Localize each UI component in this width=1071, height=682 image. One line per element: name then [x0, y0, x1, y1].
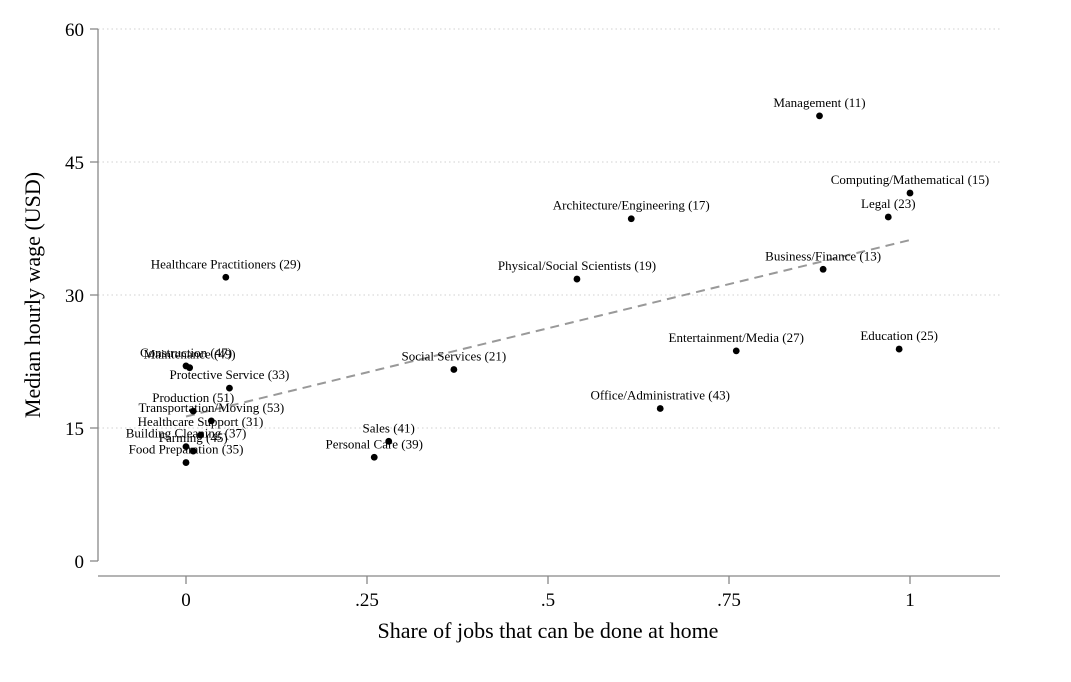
- fit-line-group: [185, 239, 911, 418]
- data-point-label: Personal Care (39): [326, 436, 423, 451]
- data-points: [182, 112, 914, 466]
- data-point: [819, 265, 827, 273]
- data-point: [182, 459, 190, 466]
- x-tick-label: .5: [541, 590, 555, 611]
- data-point-label: Business/Finance (13): [765, 248, 881, 263]
- x-tick-label: 1: [905, 590, 915, 611]
- x-tick-label: .25: [355, 590, 379, 611]
- data-point-label: Production (51): [152, 390, 234, 405]
- data-point-label: Management (11): [773, 95, 865, 110]
- data-point: [197, 431, 204, 439]
- data-point: [884, 213, 892, 221]
- y-tick-label: 15: [65, 419, 84, 440]
- x-tick-label: 0: [181, 590, 191, 611]
- data-point: [186, 364, 194, 372]
- data-point-label: Social Services (21): [402, 348, 507, 363]
- data-point-label: Maintenance (49): [144, 347, 236, 362]
- data-point-label: Physical/Social Scientists (19): [498, 258, 656, 273]
- data-point: [182, 443, 190, 451]
- data-point: [627, 215, 635, 223]
- axes: 0 15 30 45 60 0 .25 .5 .75 1: [65, 20, 1000, 611]
- y-tick-label: 45: [65, 153, 84, 174]
- y-tick-label: 0: [75, 552, 85, 573]
- fit-line: [185, 239, 911, 418]
- data-point-label: Building Cleaning (37): [126, 426, 247, 441]
- data-point: [906, 189, 914, 197]
- data-point: [450, 366, 458, 373]
- data-point-label: Education (25): [860, 328, 938, 343]
- x-axis-title: Share of jobs that can be done at home: [378, 618, 719, 643]
- y-axis-title: Median hourly wage (USD): [20, 172, 45, 418]
- data-point: [895, 345, 903, 353]
- data-point-label: Computing/Mathematical (15): [831, 172, 990, 187]
- data-point-label: Food Preparation (35): [129, 442, 244, 457]
- data-point: [732, 347, 740, 355]
- data-point: [207, 417, 215, 425]
- data-point-label: Transportation/Moving (53): [138, 400, 284, 415]
- data-point-label: Entertainment/Media (27): [669, 330, 804, 345]
- data-point: [656, 405, 664, 412]
- data-point-label: Legal (23): [861, 196, 916, 211]
- data-point: [370, 453, 378, 461]
- data-point: [226, 384, 233, 392]
- data-point: [816, 112, 823, 120]
- data-point-label: Architecture/Engineering (17): [553, 198, 710, 213]
- data-point-label: Protective Service (33): [170, 367, 290, 382]
- y-tick-label: 30: [65, 286, 84, 307]
- grid-lines: [98, 28, 1000, 429]
- data-point: [189, 447, 197, 455]
- data-point-label: Sales (41): [363, 420, 415, 435]
- data-point: [573, 275, 581, 283]
- data-point-label: Construction (47): [140, 345, 232, 360]
- y-tick-label: 60: [65, 20, 84, 41]
- data-point: [222, 273, 230, 281]
- data-point: [385, 437, 393, 445]
- data-point-label: Office/Administrative (43): [590, 387, 729, 402]
- data-point: [189, 407, 197, 415]
- x-tick-label: .75: [717, 590, 741, 611]
- point-labels: Management (11) Computing/Mathematical (1…: [126, 95, 990, 457]
- data-point-label: Farming (45): [159, 430, 228, 445]
- data-point-label: Healthcare Practitioners (29): [151, 256, 301, 271]
- data-point-label: Healthcare Support (31): [138, 414, 264, 429]
